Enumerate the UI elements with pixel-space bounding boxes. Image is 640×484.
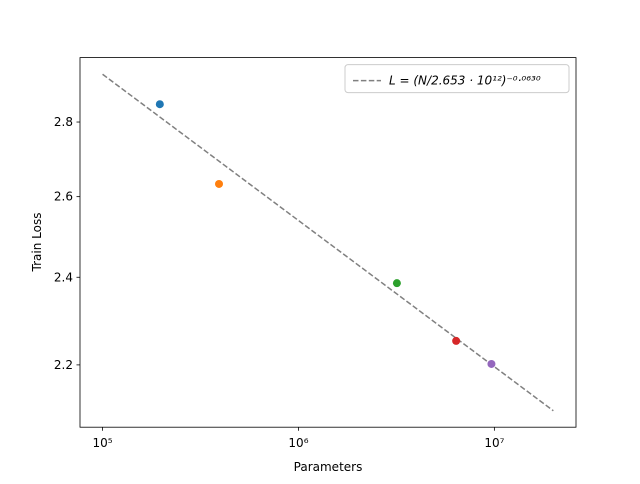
y-tick-label: 2.2 xyxy=(54,358,73,372)
scatter-point xyxy=(215,179,224,188)
y-tick-label: 2.6 xyxy=(54,190,73,204)
y-tick-label: 2.4 xyxy=(54,270,73,284)
legend-box xyxy=(344,64,570,94)
x-axis-label: Parameters xyxy=(294,460,363,474)
legend-label: L = (N/2.653 · 10¹²)⁻⁰·⁰⁶³⁰ xyxy=(389,74,541,88)
scatter-point xyxy=(155,100,164,109)
scatter-point xyxy=(392,279,401,288)
x-tick-label: 10⁷ xyxy=(484,436,504,450)
fit-line xyxy=(102,73,554,412)
scatter-point xyxy=(487,359,496,368)
x-tick-label: 10⁶ xyxy=(288,436,308,450)
scatter-point xyxy=(452,336,461,345)
y-axis-label: Train Loss xyxy=(30,213,44,273)
y-tick-label: 2.8 xyxy=(54,115,73,129)
axes-frame xyxy=(79,57,577,428)
x-tick-label: 10⁵ xyxy=(93,436,113,450)
